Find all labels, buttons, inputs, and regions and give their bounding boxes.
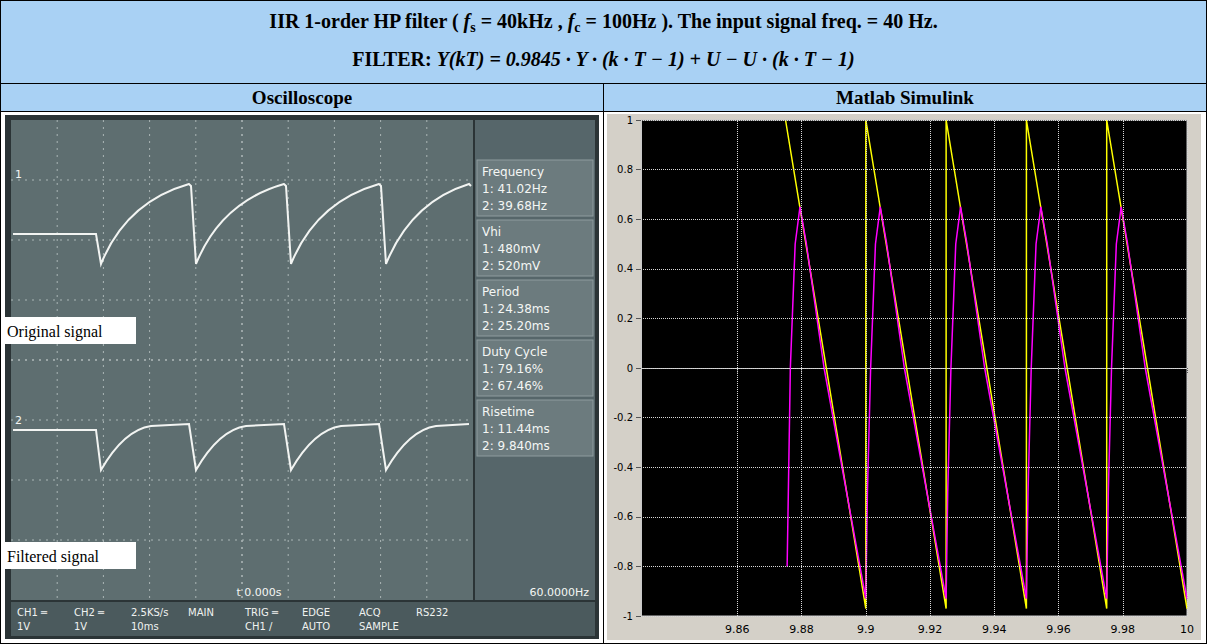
html-text:FILTER: Y(kT) = 0.9845 · Y · (: FILTER: Y(kT) = 0.9845 · Y · (k · T − 1)…: [352, 48, 855, 70]
svg-text:9.98: 9.98: [1111, 623, 1136, 636]
html-text:IIR 1-order HP filter (fs= 40k: IIR 1-order HP filter (fs= 40kHz , fc= 1…: [269, 10, 938, 36]
svg-text:9.92: 9.92: [918, 623, 943, 636]
svg-text:0.6: 0.6: [617, 214, 633, 225]
svg-text:1: 79.16%: 1: 79.16%: [482, 362, 543, 376]
svg-text:0.8: 0.8: [617, 164, 633, 175]
svg-text:0.4: 0.4: [617, 263, 633, 274]
svg-text:Frequency: Frequency: [482, 165, 544, 179]
svg-text:1: 24.38ms: 1: 24.38ms: [482, 302, 550, 316]
svg-text:1V: 1V: [74, 621, 87, 632]
svg-text:2: 2: [15, 414, 22, 427]
svg-text:1: 41.02Hz: 1: 41.02Hz: [482, 182, 547, 196]
svg-text:EDGE: EDGE: [302, 607, 330, 618]
svg-text:1: 480mV: 1: 480mV: [482, 242, 541, 256]
svg-text:Risetime: Risetime: [482, 405, 534, 419]
svg-text:CH1 /: CH1 /: [245, 621, 273, 632]
svg-text:ACQ: ACQ: [359, 607, 381, 618]
html-text:Matlab Simulink: Matlab Simulink: [836, 87, 974, 108]
svg-text:MAIN: MAIN: [188, 607, 214, 618]
svg-text:t 0.000s: t 0.000s: [236, 586, 281, 599]
svg-text:2: 9.840ms: 2: 9.840ms: [482, 439, 550, 453]
svg-text:9.88: 9.88: [789, 623, 814, 636]
svg-text:AUTO: AUTO: [302, 621, 330, 632]
svg-text:Vhi: Vhi: [482, 225, 501, 239]
svg-text:1: 11.44ms: 1: 11.44ms: [482, 422, 550, 436]
svg-text:2: 25.20ms: 2: 25.20ms: [482, 319, 550, 333]
svg-text:CH1 ═: CH1 ═: [17, 607, 48, 618]
svg-text:-1: -1: [623, 611, 633, 622]
svg-text:Duty Cycle: Duty Cycle: [482, 345, 547, 359]
svg-text:60.0000Hz: 60.0000Hz: [529, 586, 589, 599]
svg-text:0: 0: [627, 363, 633, 374]
svg-text:Filtered signal: Filtered signal: [7, 548, 100, 566]
svg-text:-0.8: -0.8: [613, 561, 633, 572]
svg-text:-0.4: -0.4: [613, 462, 633, 473]
svg-text:9.96: 9.96: [1046, 623, 1071, 636]
svg-text:-0.2: -0.2: [613, 412, 633, 423]
svg-text:9.86: 9.86: [725, 623, 750, 636]
svg-text:1V: 1V: [17, 621, 30, 632]
svg-text:SAMPLE: SAMPLE: [359, 621, 399, 632]
svg-text:1: 1: [15, 168, 22, 181]
svg-text:0.2: 0.2: [617, 313, 633, 324]
svg-text:2: 520mV: 2: 520mV: [482, 259, 541, 273]
svg-text:9.94: 9.94: [982, 623, 1007, 636]
svg-text:-0.6: -0.6: [613, 511, 633, 522]
svg-text:2.5KS/s: 2.5KS/s: [131, 607, 168, 618]
html-text:Oscilloscope: Oscilloscope: [251, 87, 353, 108]
svg-text:10ms: 10ms: [131, 621, 159, 632]
svg-text:1: 1: [627, 115, 633, 126]
svg-text:RS232: RS232: [416, 607, 448, 618]
svg-text:10: 10: [1180, 623, 1194, 636]
svg-text:CH2 ═: CH2 ═: [74, 607, 105, 618]
svg-text:Period: Period: [482, 285, 519, 299]
svg-text:TRIG ═: TRIG ═: [244, 607, 279, 618]
svg-text:2: 39.68Hz: 2: 39.68Hz: [482, 199, 547, 213]
svg-text:Original signal: Original signal: [7, 323, 103, 341]
svg-text:2: 67.46%: 2: 67.46%: [482, 379, 543, 393]
svg-text:9.9: 9.9: [857, 623, 875, 636]
